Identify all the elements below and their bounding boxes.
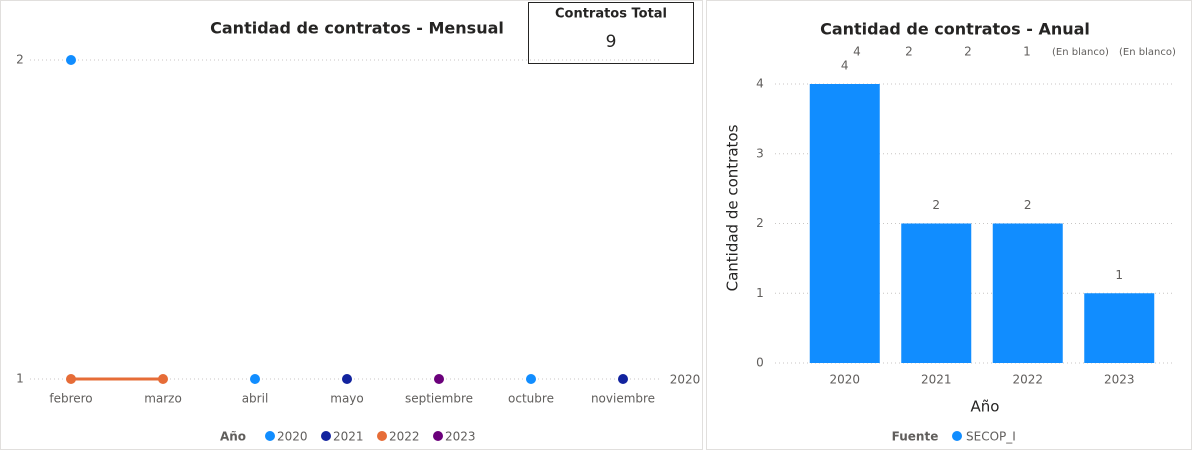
x-tick-label: octubre (508, 392, 554, 406)
y-tick-label: 2 (756, 216, 764, 230)
card-label: Contratos Total (555, 7, 667, 22)
point (618, 374, 628, 384)
y-tick-label: 4 (756, 77, 764, 91)
line-title: Cantidad de contratos - Mensual (210, 19, 504, 38)
x-tick-label: noviembre (591, 392, 655, 406)
y-tick-label: 3 (756, 146, 764, 160)
legend-label: 2023 (445, 430, 476, 444)
data-label: 1 (1115, 268, 1123, 282)
legend-title: Año (220, 430, 246, 444)
x-tick-label: 2023 (1104, 373, 1135, 387)
x-tick-label: septiembre (405, 392, 473, 406)
data-label: 2 (932, 198, 940, 212)
bar (1084, 293, 1155, 363)
x-axis-title: Año (971, 398, 1000, 416)
legend-label: 2022 (389, 430, 420, 444)
legend-dot (433, 431, 443, 441)
legend-label: 2021 (333, 430, 364, 444)
point (66, 374, 76, 384)
x-tick-label: marzo (144, 392, 182, 406)
y-tick-label: 1 (16, 372, 24, 386)
x-tick-label: 2022 (1012, 373, 1043, 387)
legend-label: SECOP_I (966, 430, 1016, 444)
point (250, 374, 260, 384)
x-tick-label: febrero (49, 392, 92, 406)
y-tick-label: 1 (756, 286, 764, 300)
x-tick-label: 2021 (921, 373, 952, 387)
point (66, 55, 76, 65)
top-label: (En blanco) (1119, 47, 1176, 58)
legend-label: 2020 (277, 430, 308, 444)
y-tick-label: 2 (16, 53, 24, 67)
card-value: 9 (606, 32, 617, 52)
legend-dot (265, 431, 275, 441)
top-label: 1 (1023, 45, 1031, 59)
top-label: 2 (905, 45, 913, 59)
bar (992, 223, 1063, 363)
point (434, 374, 444, 384)
legend-dot (377, 431, 387, 441)
top-label: (En blanco) (1052, 47, 1109, 58)
legend-dot (952, 431, 962, 441)
bar (809, 84, 880, 363)
right-panel (706, 0, 1192, 450)
x-tick-label: 2020 (829, 373, 860, 387)
data-label: 2 (1024, 198, 1032, 212)
top-label: 2 (964, 45, 972, 59)
point (526, 374, 536, 384)
x-tick-label: abril (242, 392, 269, 406)
y-tick-label: 0 (756, 356, 764, 370)
legend-title: Fuente (892, 430, 939, 444)
end-label: 2020 (670, 373, 701, 387)
point (342, 374, 352, 384)
card (528, 2, 694, 64)
left-panel (0, 0, 703, 450)
bar (901, 223, 972, 363)
point (158, 374, 168, 384)
bar-title: Cantidad de contratos - Anual (820, 20, 1090, 39)
x-tick-label: mayo (330, 392, 364, 406)
y-axis-title: Cantidad de contratos (724, 124, 742, 291)
legend-dot (321, 431, 331, 441)
data-label: 4 (841, 59, 849, 73)
top-label: 4 (853, 45, 861, 59)
